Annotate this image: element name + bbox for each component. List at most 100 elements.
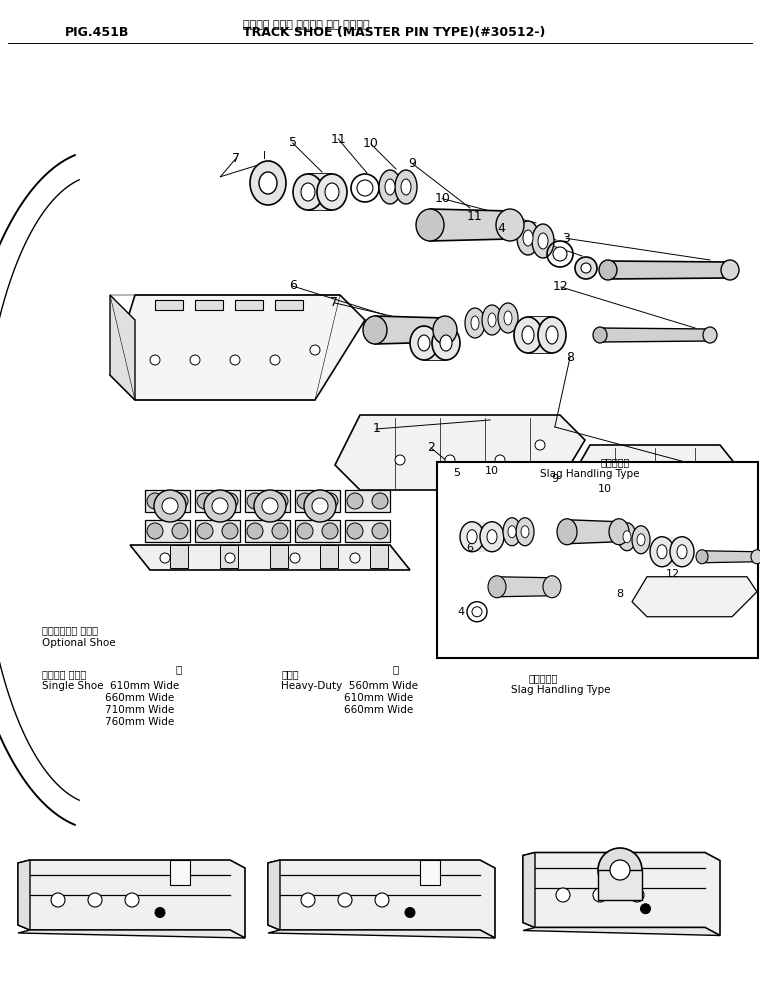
Ellipse shape [222,523,238,539]
Ellipse shape [310,345,320,355]
Ellipse shape [259,172,277,194]
Ellipse shape [487,529,497,544]
Polygon shape [570,445,740,505]
Ellipse shape [610,860,630,880]
Ellipse shape [543,576,561,598]
Polygon shape [598,870,642,900]
Ellipse shape [372,523,388,539]
Ellipse shape [440,335,452,351]
Ellipse shape [690,475,700,485]
Ellipse shape [379,170,401,204]
Ellipse shape [154,490,186,522]
Polygon shape [295,520,340,542]
Polygon shape [320,545,338,568]
Polygon shape [690,480,710,503]
Ellipse shape [498,303,518,333]
Ellipse shape [418,335,430,351]
Ellipse shape [472,607,482,617]
Ellipse shape [254,490,286,522]
Polygon shape [270,545,288,568]
Ellipse shape [623,530,631,543]
Ellipse shape [272,523,288,539]
Text: 4: 4 [498,221,505,235]
Polygon shape [632,577,757,617]
Polygon shape [375,316,445,344]
Ellipse shape [553,247,567,261]
Text: 7: 7 [331,296,338,310]
Ellipse shape [312,498,328,514]
Ellipse shape [508,525,516,538]
Ellipse shape [432,326,460,360]
Polygon shape [370,545,388,568]
Ellipse shape [593,888,607,902]
Polygon shape [581,268,591,277]
Text: シングル シュー: シングル シュー [42,669,86,679]
Ellipse shape [350,553,360,563]
Polygon shape [145,490,190,512]
Text: Single Shoe  610mm Wide: Single Shoe 610mm Wide [42,681,179,691]
Text: 760mm Wide: 760mm Wide [105,717,174,727]
Ellipse shape [630,888,644,902]
Polygon shape [600,328,710,342]
Ellipse shape [517,221,539,255]
Ellipse shape [546,326,558,344]
Ellipse shape [150,355,160,365]
Polygon shape [130,545,410,570]
Ellipse shape [190,355,200,365]
Ellipse shape [721,260,739,280]
Ellipse shape [212,498,228,514]
Text: オプショナル シュー: オプショナル シュー [42,626,98,636]
Ellipse shape [416,209,444,241]
Ellipse shape [650,537,674,567]
Ellipse shape [471,316,479,330]
Ellipse shape [297,493,313,509]
Text: 6: 6 [289,279,296,293]
Ellipse shape [488,576,506,598]
Ellipse shape [197,523,213,539]
Ellipse shape [703,327,717,343]
Polygon shape [345,490,390,512]
Polygon shape [586,268,597,277]
Polygon shape [18,930,245,938]
Ellipse shape [304,490,336,522]
Polygon shape [18,860,30,930]
Ellipse shape [480,521,504,552]
Polygon shape [195,490,240,512]
Ellipse shape [322,523,338,539]
Polygon shape [268,860,280,930]
Polygon shape [110,295,365,400]
Polygon shape [567,519,619,544]
Ellipse shape [363,316,387,344]
Ellipse shape [460,521,484,552]
Text: 強化形: 強化形 [281,669,299,679]
Polygon shape [345,520,390,542]
Ellipse shape [482,305,502,335]
Bar [437,462,758,658]
Polygon shape [472,521,492,552]
Ellipse shape [465,308,485,338]
Ellipse shape [496,209,524,241]
Text: 660mm Wide: 660mm Wide [344,705,413,715]
Polygon shape [335,415,585,490]
Polygon shape [608,261,730,279]
Ellipse shape [272,493,288,509]
Text: 10: 10 [598,484,612,494]
Polygon shape [195,520,240,542]
Text: 12: 12 [666,569,679,579]
Polygon shape [662,537,682,567]
Ellipse shape [160,553,170,563]
Ellipse shape [581,263,591,273]
Ellipse shape [516,517,534,546]
Polygon shape [275,300,303,310]
Polygon shape [702,551,757,563]
Ellipse shape [347,523,363,539]
Text: 5: 5 [453,468,461,478]
Text: 8: 8 [616,589,623,599]
Ellipse shape [495,455,505,465]
Ellipse shape [290,553,300,563]
Ellipse shape [301,183,315,201]
Polygon shape [195,300,223,310]
Text: 10: 10 [485,466,499,476]
Text: 11: 11 [467,210,483,223]
Text: 8: 8 [566,351,574,364]
